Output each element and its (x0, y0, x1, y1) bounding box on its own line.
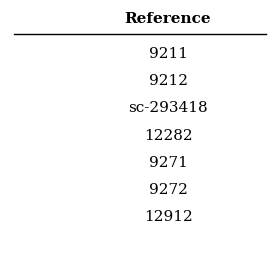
Text: 9212: 9212 (149, 74, 188, 88)
Text: 9272: 9272 (149, 183, 188, 197)
Text: 9211: 9211 (149, 47, 188, 61)
Text: sc-293418: sc-293418 (128, 101, 208, 115)
Text: Reference: Reference (125, 12, 211, 26)
Text: 9271: 9271 (149, 156, 188, 170)
Text: 12282: 12282 (144, 128, 192, 143)
Text: 12912: 12912 (144, 210, 192, 224)
